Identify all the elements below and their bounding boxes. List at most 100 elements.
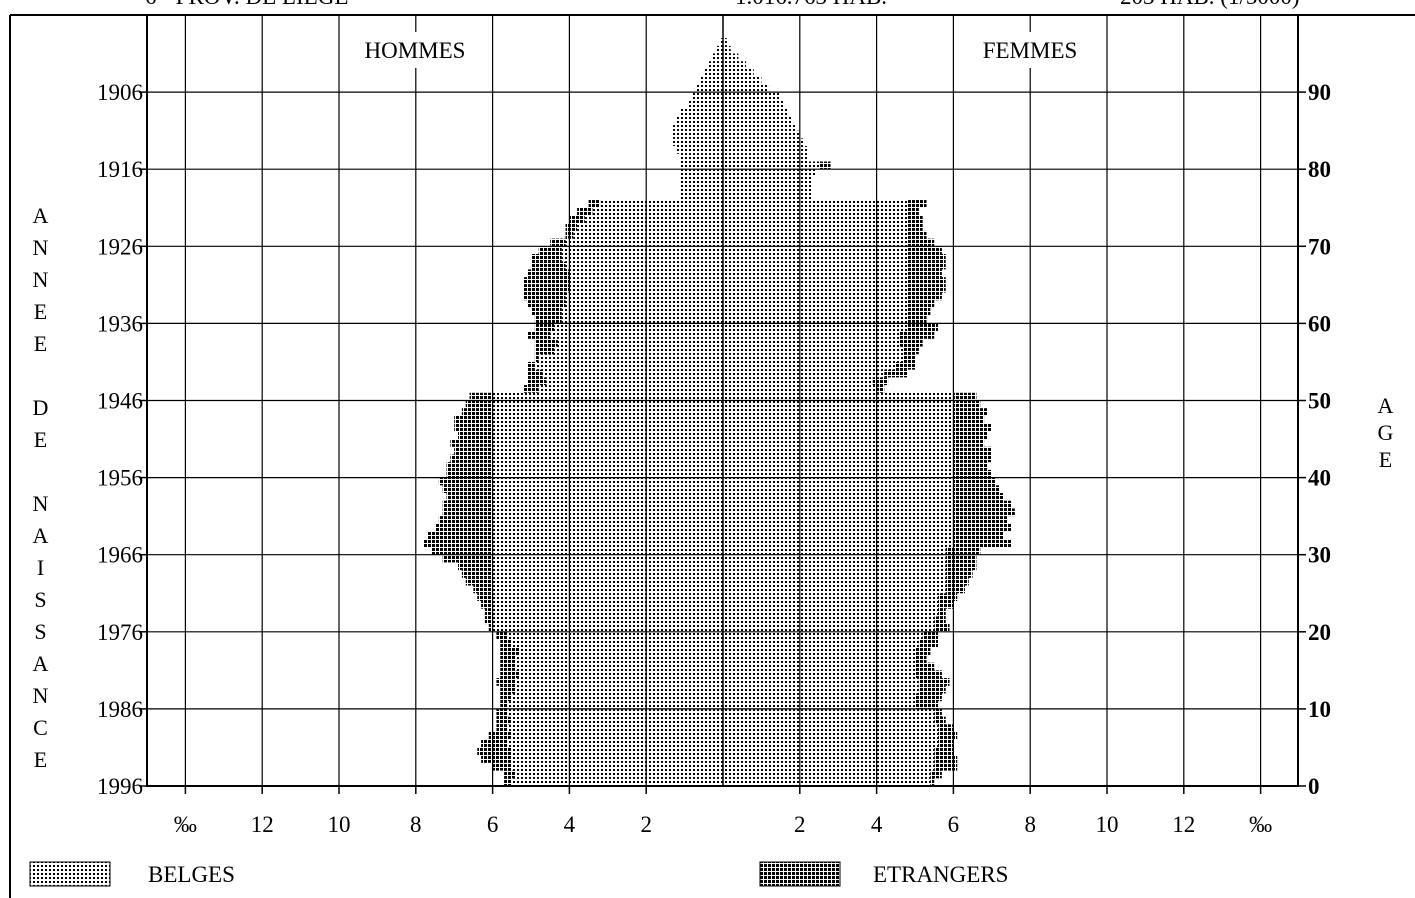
- bar: [723, 631, 923, 640]
- bar: [600, 200, 723, 208]
- bar: [492, 462, 723, 470]
- bar: [680, 169, 723, 177]
- bar: [723, 369, 885, 378]
- bar: [907, 200, 927, 208]
- bar: [723, 169, 816, 177]
- bar: [723, 446, 954, 455]
- bar: [723, 570, 946, 578]
- bar: [723, 346, 904, 355]
- bar: [523, 385, 539, 393]
- bar: [561, 254, 723, 262]
- bar: [953, 493, 1004, 501]
- bar: [723, 307, 908, 316]
- bar: [723, 207, 908, 216]
- bar: [723, 762, 935, 771]
- header: 203 HAB. (1/5000): [1120, 0, 1300, 9]
- label-bg: [340, 32, 490, 68]
- bar: [723, 701, 915, 709]
- bar: [907, 300, 935, 308]
- bar: [723, 423, 954, 432]
- x-tick-label: 4: [564, 812, 576, 837]
- bar: [531, 261, 566, 270]
- bar: [711, 53, 723, 62]
- bar: [592, 207, 723, 216]
- bar: [492, 431, 723, 440]
- bar: [461, 570, 493, 578]
- bar: [723, 38, 727, 46]
- bar: [696, 84, 723, 93]
- bar: [903, 346, 919, 355]
- y-tick-label: 1926: [97, 234, 143, 259]
- bar: [723, 755, 935, 763]
- bar: [907, 261, 946, 270]
- bar: [953, 454, 992, 463]
- bar: [907, 246, 942, 255]
- bar: [723, 284, 908, 293]
- bar: [934, 716, 946, 725]
- bar: [692, 92, 723, 100]
- bar: [723, 493, 954, 501]
- bar: [515, 662, 723, 671]
- bar: [561, 315, 723, 324]
- bar: [723, 138, 804, 147]
- bar: [723, 647, 915, 655]
- bar: [496, 716, 512, 725]
- bar: [484, 608, 493, 617]
- bar: [492, 415, 723, 424]
- bar: [723, 747, 935, 756]
- bar: [550, 238, 566, 247]
- bar: [492, 469, 723, 478]
- bar: [527, 331, 551, 339]
- bar: [699, 76, 723, 85]
- bar: [907, 323, 939, 332]
- bar: [915, 654, 927, 663]
- bar: [523, 277, 570, 285]
- bar: [719, 38, 723, 46]
- x-tick-label: 10: [1096, 812, 1119, 837]
- bar: [676, 146, 723, 154]
- bar: [492, 585, 723, 594]
- bar: [945, 562, 977, 571]
- bar: [527, 269, 570, 278]
- bar: [899, 338, 923, 347]
- bar: [492, 624, 723, 632]
- bar: [557, 338, 723, 347]
- bar: [454, 423, 493, 432]
- bar: [707, 61, 723, 69]
- bar: [492, 531, 723, 540]
- bar: [523, 284, 570, 293]
- bar: [953, 539, 1011, 547]
- bar: [527, 377, 547, 386]
- bar: [723, 53, 739, 62]
- bar: [454, 446, 493, 455]
- bar: [872, 377, 889, 386]
- bar: [484, 616, 493, 625]
- bar: [907, 277, 946, 285]
- bar: [504, 770, 516, 779]
- y2-tick-label: 90: [1308, 80, 1331, 105]
- bar: [492, 570, 723, 578]
- bar: [723, 654, 915, 663]
- bar: [723, 254, 908, 262]
- x-tick-label: ‰: [174, 812, 197, 837]
- bar: [492, 454, 723, 463]
- bar: [488, 624, 493, 632]
- bar: [534, 346, 555, 355]
- bar: [953, 439, 985, 447]
- bar: [723, 184, 812, 193]
- bar: [907, 238, 935, 247]
- bar: [446, 462, 493, 470]
- bar: [461, 408, 493, 416]
- bar: [723, 716, 935, 725]
- side-label: FEMMES: [983, 38, 1078, 63]
- bar: [938, 739, 954, 748]
- bar: [546, 377, 723, 386]
- bar: [492, 446, 723, 455]
- bar: [723, 593, 939, 601]
- bar: [446, 469, 493, 478]
- bar: [492, 554, 723, 563]
- x-tick-label: 6: [948, 812, 960, 837]
- bar: [534, 323, 555, 332]
- bar: [723, 300, 908, 308]
- bar: [703, 68, 723, 77]
